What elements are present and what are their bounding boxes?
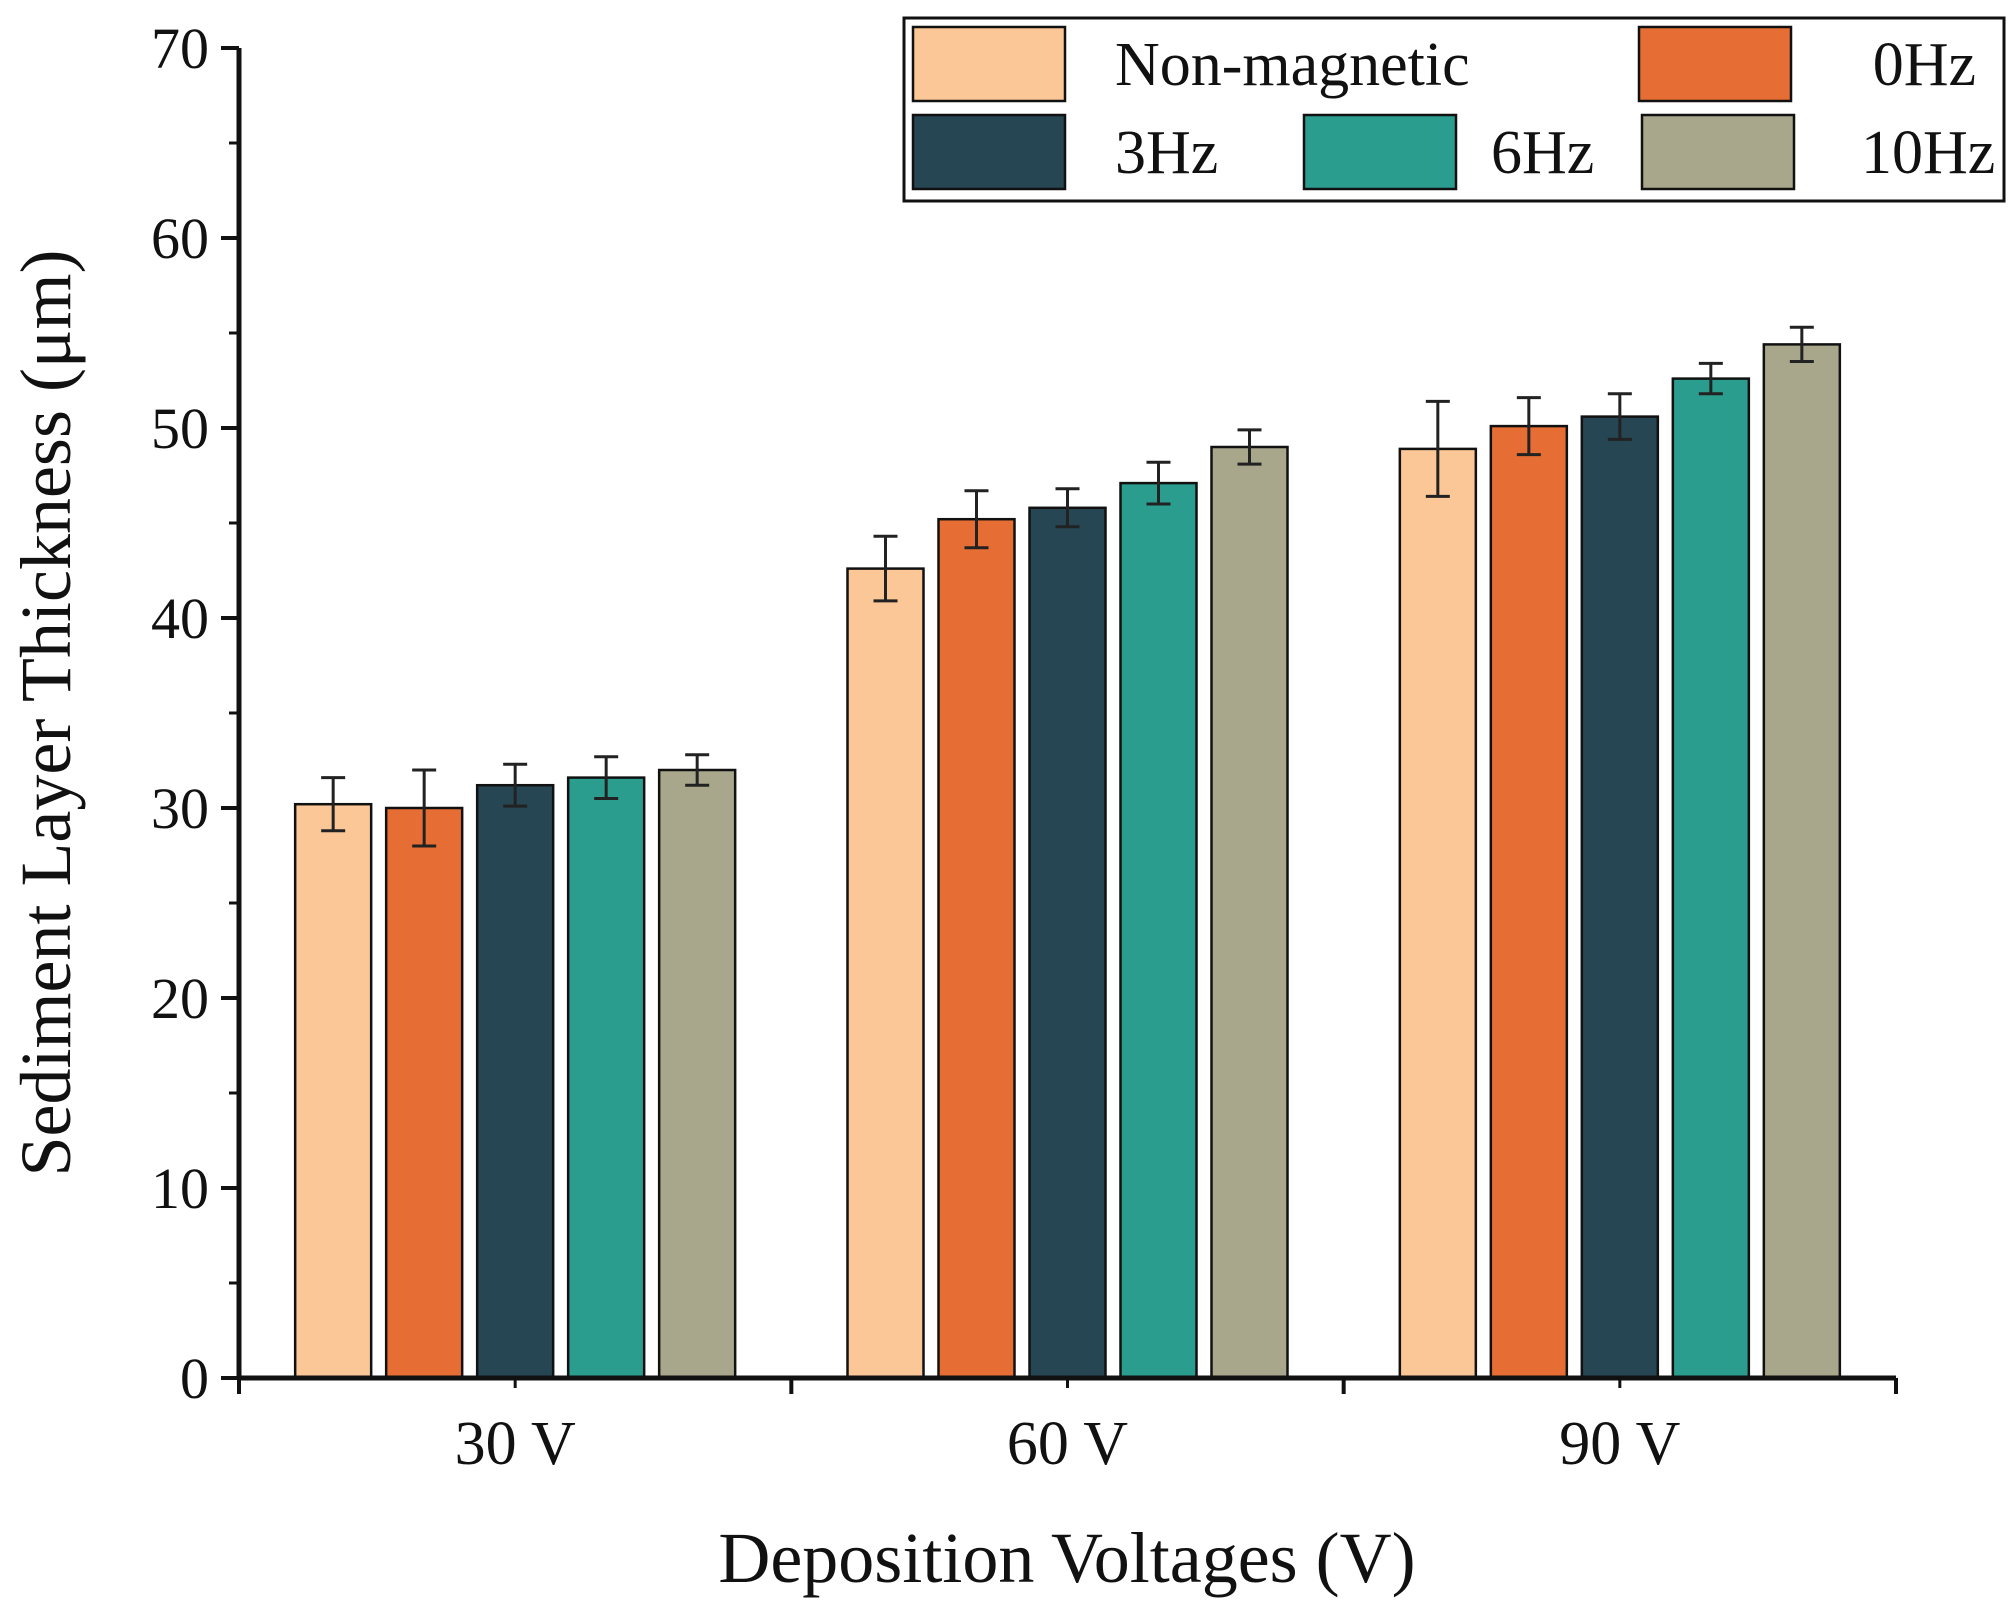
legend: Non-magnetic 0Hz 3Hz 6Hz 10Hz <box>902 16 2006 203</box>
y-tick-label: 40 <box>151 586 209 651</box>
y-axis-title: Sediment Layer Thickness (μm) <box>6 249 86 1176</box>
bar <box>1119 481 1198 1380</box>
bar <box>1671 377 1751 1380</box>
x-tick-label: 90 V <box>1559 1410 1680 1478</box>
legend-swatch <box>1302 113 1458 191</box>
bar <box>293 802 373 1380</box>
bar <box>1580 415 1660 1380</box>
bar <box>657 768 737 1380</box>
legend-label: 6Hz <box>1491 119 1594 187</box>
legend-swatch <box>911 113 1067 191</box>
y-tick-label: 60 <box>151 206 209 271</box>
bar <box>937 517 1016 1380</box>
bar <box>1210 445 1289 1380</box>
y-tick-label: 10 <box>151 1156 209 1221</box>
y-ticks: 0 10 20 30 40 50 60 70 <box>151 16 239 1411</box>
bar <box>1028 506 1107 1380</box>
legend-label: 0Hz <box>1873 31 1976 99</box>
bar <box>384 806 464 1380</box>
x-ticks: 30 V 60 V 90 V <box>237 1378 1898 1478</box>
y-tick-label: 30 <box>151 776 209 841</box>
bar <box>1489 424 1569 1380</box>
x-tick-label: 60 V <box>1007 1410 1128 1478</box>
legend-label: Non-magnetic <box>1115 31 1470 99</box>
x-tick-label: 30 V <box>455 1410 576 1478</box>
bar <box>1762 343 1842 1380</box>
legend-swatch <box>1637 25 1793 103</box>
x-axis-title: Deposition Voltages (V) <box>718 1518 1415 1598</box>
bars-layer <box>293 325 1842 1380</box>
y-tick-label: 20 <box>151 966 209 1031</box>
legend-label: 10Hz <box>1861 119 1995 187</box>
y-tick-label: 0 <box>180 1346 209 1411</box>
bar <box>1398 447 1478 1380</box>
legend-label: 3Hz <box>1115 119 1218 187</box>
bar <box>566 776 646 1380</box>
bar <box>846 567 925 1380</box>
y-tick-label: 70 <box>151 16 209 81</box>
y-tick-label: 50 <box>151 396 209 461</box>
bar <box>475 783 555 1380</box>
legend-swatch <box>1640 113 1796 191</box>
legend-swatch <box>911 25 1067 103</box>
